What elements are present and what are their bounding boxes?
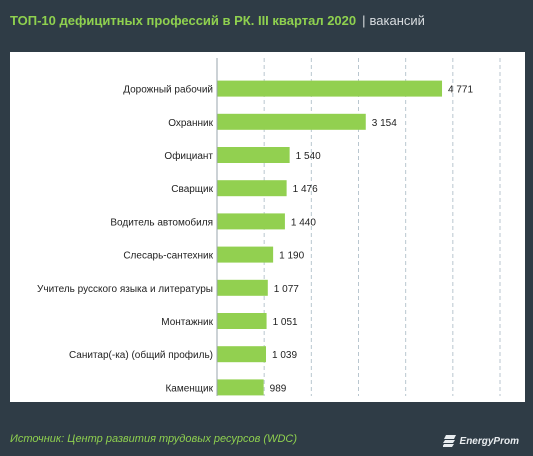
category-label: Официант bbox=[164, 150, 213, 162]
value-label: 1 051 bbox=[273, 317, 298, 328]
chart-title: ТОП-10 дефицитных профессий в РК. III кв… bbox=[10, 12, 357, 28]
value-label: 1 476 bbox=[293, 184, 318, 195]
category-label: Монтажник bbox=[161, 317, 213, 328]
value-label: 1 540 bbox=[296, 151, 321, 162]
bar[interactable] bbox=[217, 113, 366, 130]
logo-text: EnergyProm bbox=[459, 435, 519, 447]
value-label: 4 771 bbox=[448, 85, 473, 96]
source-note: Источник: Центр развития трудовых ресурс… bbox=[10, 433, 298, 445]
value-label: 989 bbox=[270, 383, 287, 394]
bar[interactable] bbox=[217, 213, 285, 230]
chart-unit: вакансий bbox=[369, 12, 425, 28]
bar[interactable] bbox=[217, 279, 268, 296]
value-label: 1 039 bbox=[272, 350, 297, 361]
plot-area: Дорожный рабочий 4 771 Охранник 3 154 Официа… bbox=[10, 52, 525, 402]
bar[interactable] bbox=[217, 80, 443, 97]
category-label: Сварщик bbox=[171, 184, 213, 195]
bar[interactable] bbox=[217, 379, 264, 396]
category-label: Учитель русского языка и литературы bbox=[37, 284, 213, 295]
category-label: Водитель автомобиля bbox=[110, 216, 213, 228]
footer: Источник: Центр развития трудовых ресурс… bbox=[0, 426, 533, 456]
title-row: ТОП-10 дефицитных профессий в РК. III кв… bbox=[10, 10, 425, 30]
category-label: Каменщик bbox=[165, 383, 213, 394]
value-label: 1 440 bbox=[291, 217, 316, 228]
value-label: 1 190 bbox=[279, 251, 304, 262]
bar[interactable] bbox=[217, 313, 267, 329]
category-label: Слесарь-сантехник bbox=[123, 251, 213, 262]
bar[interactable] bbox=[217, 147, 290, 163]
category-label: Дорожный рабочий bbox=[123, 84, 213, 96]
bar-chart: Дорожный рабочий 4 771 Охранник 3 154 Официа… bbox=[37, 58, 501, 396]
bar[interactable] bbox=[217, 180, 287, 197]
title-separator: | bbox=[362, 12, 366, 28]
value-label: 3 154 bbox=[372, 118, 397, 129]
category-label: Санитар(-ка) (общий профиль) bbox=[69, 349, 213, 361]
bar[interactable] bbox=[217, 246, 274, 263]
value-label: 1 077 bbox=[274, 284, 299, 295]
energyprom-logo-icon bbox=[442, 435, 456, 447]
category-label: Охранник bbox=[168, 118, 213, 129]
bar[interactable] bbox=[217, 346, 267, 363]
energyprom-logo[interactable]: EnergyProm bbox=[442, 433, 519, 449]
